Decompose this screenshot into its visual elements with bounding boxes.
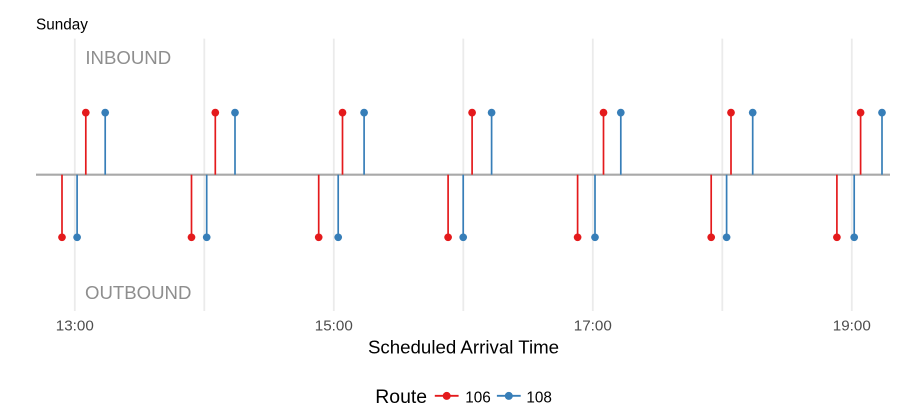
svg-text:19:00: 19:00 <box>833 317 871 334</box>
svg-text:106: 106 <box>465 389 491 406</box>
svg-text:108: 108 <box>526 389 552 406</box>
svg-text:Sunday: Sunday <box>36 16 88 33</box>
svg-text:13:00: 13:00 <box>56 317 94 334</box>
svg-text:15:00: 15:00 <box>315 317 353 334</box>
svg-text:17:00: 17:00 <box>574 317 612 334</box>
svg-text:INBOUND: INBOUND <box>85 47 171 68</box>
svg-text:Scheduled Arrival Time: Scheduled Arrival Time <box>368 337 559 358</box>
svg-text:Route: Route <box>375 386 427 408</box>
svg-text:OUTBOUND: OUTBOUND <box>85 282 191 303</box>
